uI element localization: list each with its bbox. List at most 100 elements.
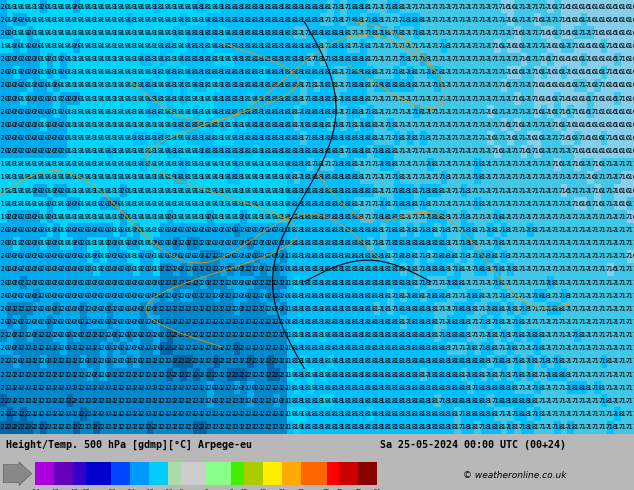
Text: -18: -18 <box>404 424 417 430</box>
Bar <box>107 171 113 184</box>
Text: -19: -19 <box>243 214 257 220</box>
Bar <box>481 420 488 434</box>
Bar <box>320 276 327 289</box>
Text: -17: -17 <box>624 411 634 417</box>
Text: -17: -17 <box>517 332 531 338</box>
Bar <box>560 289 567 302</box>
Text: -19: -19 <box>56 227 70 233</box>
Bar <box>607 420 614 434</box>
Text: -17: -17 <box>598 174 611 180</box>
Bar <box>354 0 360 13</box>
Text: -18: -18 <box>204 122 217 128</box>
Text: -17: -17 <box>531 424 544 430</box>
Bar <box>193 79 200 92</box>
Bar <box>80 329 87 342</box>
Bar <box>274 184 280 197</box>
Text: -19: -19 <box>243 161 257 167</box>
Text: -17: -17 <box>511 82 524 88</box>
Text: -16: -16 <box>624 82 634 88</box>
Bar <box>187 13 193 26</box>
Bar <box>628 420 634 434</box>
Bar <box>287 92 294 105</box>
Text: -17: -17 <box>564 358 578 365</box>
Bar <box>93 197 100 210</box>
Bar <box>74 276 80 289</box>
Text: -21: -21 <box>164 385 177 391</box>
Text: -19: -19 <box>110 43 123 49</box>
Bar <box>240 210 247 223</box>
Text: -18: -18 <box>304 293 317 299</box>
Text: -19: -19 <box>217 135 230 141</box>
Bar <box>628 289 634 302</box>
Bar <box>527 381 534 394</box>
Bar <box>380 223 387 237</box>
Text: -17: -17 <box>624 398 634 404</box>
Text: -16: -16 <box>624 122 634 128</box>
Text: -18: -18 <box>243 43 257 49</box>
Bar <box>494 79 501 92</box>
Bar <box>588 420 594 434</box>
Bar <box>414 394 420 407</box>
Bar <box>100 105 107 118</box>
Text: -17: -17 <box>538 17 550 23</box>
Text: -20: -20 <box>30 267 43 272</box>
Bar <box>567 145 574 158</box>
Text: -17: -17 <box>517 174 531 180</box>
Bar <box>107 210 113 223</box>
Text: -19: -19 <box>124 174 136 180</box>
Bar <box>67 79 74 92</box>
Bar <box>614 329 621 342</box>
Text: -19: -19 <box>10 161 23 167</box>
Text: -17: -17 <box>504 148 517 154</box>
Bar <box>193 342 200 355</box>
Text: -17: -17 <box>351 30 364 36</box>
Text: -17: -17 <box>317 161 330 167</box>
Bar <box>167 394 174 407</box>
Text: -18: -18 <box>464 227 477 233</box>
Bar <box>380 184 387 197</box>
Text: -18: -18 <box>384 240 397 246</box>
Bar <box>140 394 146 407</box>
Text: -19: -19 <box>164 135 177 141</box>
Bar <box>214 381 220 394</box>
Bar <box>414 263 420 276</box>
Text: -17: -17 <box>337 122 350 128</box>
Bar <box>454 92 460 105</box>
Bar <box>347 39 354 52</box>
Bar <box>340 355 347 368</box>
Bar <box>100 210 107 223</box>
Text: -18: -18 <box>470 161 484 167</box>
Text: -19: -19 <box>97 109 110 115</box>
Bar <box>447 158 454 171</box>
Bar <box>280 329 287 342</box>
Bar <box>46 329 53 342</box>
Text: -19: -19 <box>16 3 30 9</box>
Text: -18: -18 <box>417 319 430 325</box>
Text: -19: -19 <box>117 3 130 9</box>
Text: -17: -17 <box>357 161 370 167</box>
Text: -18: -18 <box>290 69 304 75</box>
Text: -18: -18 <box>284 227 297 233</box>
Bar <box>280 118 287 131</box>
Text: -18: -18 <box>304 332 317 338</box>
Text: -17: -17 <box>404 3 417 9</box>
Text: -21: -21 <box>190 411 204 417</box>
Bar <box>260 13 267 26</box>
Bar <box>460 184 467 197</box>
Bar <box>40 92 46 105</box>
Text: -18: -18 <box>210 148 223 154</box>
Bar <box>160 368 167 381</box>
Text: -20: -20 <box>184 227 197 233</box>
Text: -18: -18 <box>297 214 310 220</box>
Bar <box>427 66 434 79</box>
Text: -19: -19 <box>56 3 70 9</box>
Bar <box>340 118 347 131</box>
Text: -19: -19 <box>150 122 164 128</box>
Text: -20: -20 <box>37 306 50 312</box>
Bar <box>427 79 434 92</box>
Text: -17: -17 <box>564 293 578 299</box>
Text: -19: -19 <box>197 122 210 128</box>
Bar <box>80 276 87 289</box>
Bar <box>581 381 588 394</box>
Text: -16: -16 <box>611 135 624 141</box>
